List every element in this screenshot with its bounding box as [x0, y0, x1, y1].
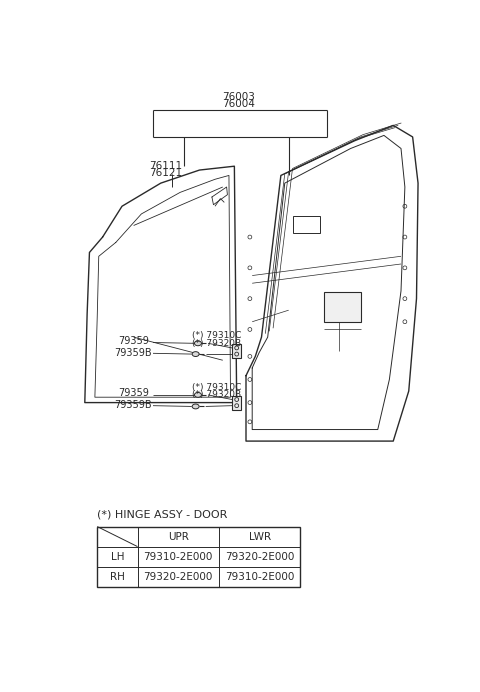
Text: 76111: 76111 — [149, 161, 182, 171]
Text: (*) 79310C: (*) 79310C — [192, 383, 241, 392]
Bar — [324, 293, 360, 322]
Text: 79359: 79359 — [118, 388, 149, 399]
Text: (*) HINGE ASSY - DOOR: (*) HINGE ASSY - DOOR — [97, 509, 228, 519]
Text: 76003: 76003 — [222, 92, 255, 102]
Text: UPR: UPR — [168, 531, 189, 542]
Ellipse shape — [192, 404, 199, 409]
Ellipse shape — [192, 352, 199, 356]
Text: 79320-2E000: 79320-2E000 — [144, 572, 213, 581]
Text: 79359: 79359 — [118, 336, 149, 346]
Ellipse shape — [194, 341, 202, 346]
Text: 79359B: 79359B — [114, 347, 152, 358]
Bar — [232, 344, 241, 358]
Text: 76004: 76004 — [222, 99, 255, 109]
Bar — [97, 527, 300, 587]
Text: 79310-2E000: 79310-2E000 — [144, 552, 213, 562]
Text: RH: RH — [110, 572, 125, 581]
Text: LH: LH — [110, 552, 124, 562]
Bar — [292, 216, 320, 233]
Bar — [232, 396, 241, 410]
Text: 76121: 76121 — [149, 168, 182, 178]
Text: 79310-2E000: 79310-2E000 — [225, 572, 294, 581]
Text: (*) 79320B: (*) 79320B — [192, 339, 241, 348]
Text: (*) 79310C: (*) 79310C — [192, 331, 241, 340]
Text: LWR: LWR — [249, 531, 271, 542]
Text: (*) 79320B: (*) 79320B — [192, 390, 241, 399]
Ellipse shape — [194, 392, 202, 397]
Text: 79320-2E000: 79320-2E000 — [225, 552, 294, 562]
Text: 79359B: 79359B — [114, 400, 152, 410]
